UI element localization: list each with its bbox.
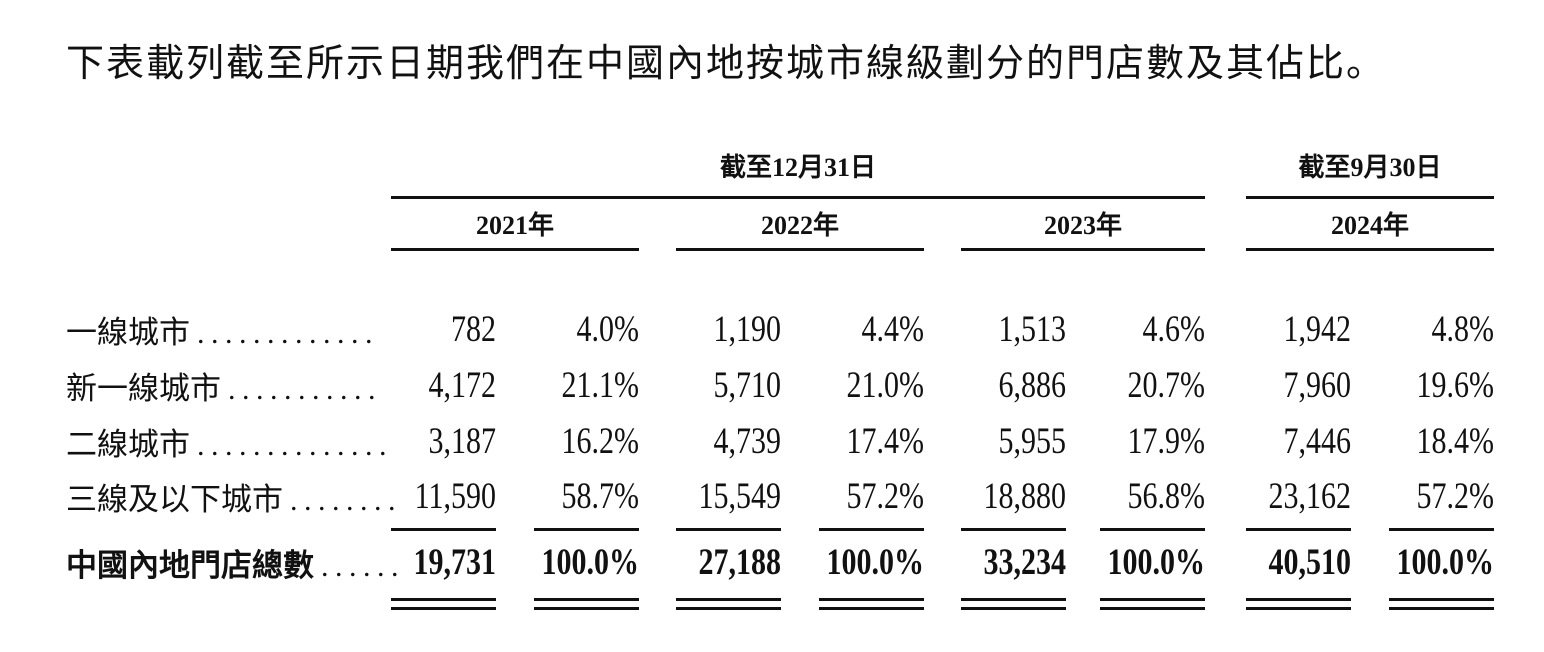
value-cell: 1,513 <box>998 309 1067 350</box>
total-double-rule <box>819 598 924 610</box>
total-double-rule <box>1246 598 1351 610</box>
dot-leader: ........ <box>290 484 402 517</box>
value-cell: 4.8% <box>1431 309 1495 350</box>
total-double-rule <box>534 598 639 610</box>
subtotal-rule <box>676 528 781 531</box>
subtotal-rule <box>1246 528 1351 531</box>
row-label-text: 中國內地門店總數 <box>66 548 314 583</box>
dot-leader: ........... <box>228 373 382 406</box>
value-cell: 4.0% <box>576 309 640 350</box>
rule-under-year-2021 <box>391 248 639 251</box>
rule-under-dec31 <box>391 196 1205 199</box>
value-cell: 57.2% <box>1416 476 1495 517</box>
rule-under-year-2024 <box>1246 248 1494 251</box>
value-cell: 6,886 <box>998 365 1067 406</box>
year-header-2022: 2022年 <box>760 211 839 240</box>
row-label-text: 二線城市 <box>66 427 190 462</box>
subtotal-rule <box>1389 528 1494 531</box>
value-cell: 21.1% <box>561 365 640 406</box>
total-value-cell: 100.0% <box>1396 542 1495 583</box>
total-value-cell: 27,188 <box>698 542 782 583</box>
total-double-rule <box>676 598 781 610</box>
col-group-header-sep30: 截至9月30日 <box>1298 153 1442 182</box>
value-cell: 16.2% <box>561 421 640 462</box>
total-double-rule <box>961 598 1066 610</box>
value-cell: 23,162 <box>1268 476 1352 517</box>
total-double-rule <box>391 598 496 610</box>
value-cell: 5,955 <box>998 421 1067 462</box>
rule-under-year-2022 <box>676 248 924 251</box>
row-label-text: 一線城市 <box>66 315 190 350</box>
value-cell: 3,187 <box>428 421 497 462</box>
year-header-2021: 2021年 <box>475 211 554 240</box>
total-value-cell: 33,234 <box>983 542 1067 583</box>
row-label-tier1: 一線城市............. <box>66 316 406 351</box>
total-value-cell: 100.0% <box>826 542 925 583</box>
row-label-tier3-below: 三線及以下城市........ <box>66 483 406 518</box>
value-cell: 4.4% <box>861 309 925 350</box>
subtotal-rule <box>391 528 496 531</box>
subtotal-rule <box>961 528 1066 531</box>
year-header-2023: 2023年 <box>1043 211 1122 240</box>
value-cell: 1,942 <box>1283 309 1352 350</box>
row-label-tier2: 二線城市.............. <box>66 428 406 463</box>
value-cell: 18.4% <box>1416 421 1495 462</box>
subtotal-rule <box>1100 528 1205 531</box>
row-label-text: 三線及以下城市 <box>66 482 283 517</box>
value-cell: 4,172 <box>428 365 497 406</box>
row-label-text: 新一線城市 <box>66 371 221 406</box>
value-cell: 17.9% <box>1127 421 1206 462</box>
total-double-rule <box>1389 598 1494 610</box>
col-group-header-dec31: 截至12月31日 <box>719 153 876 182</box>
dot-leader: .............. <box>197 429 393 462</box>
rule-under-year-2023 <box>961 248 1205 251</box>
total-value-cell: 100.0% <box>1107 542 1206 583</box>
row-label-total: 中國內地門店總數...... <box>66 549 406 584</box>
value-cell: 21.0% <box>846 365 925 406</box>
value-cell: 7,960 <box>1283 365 1352 406</box>
value-cell: 58.7% <box>561 476 640 517</box>
dot-leader: ............. <box>197 317 379 350</box>
value-cell: 20.7% <box>1127 365 1206 406</box>
value-cell: 57.2% <box>846 476 925 517</box>
value-cell: 18,880 <box>983 476 1067 517</box>
value-cell: 7,446 <box>1283 421 1352 462</box>
value-cell: 5,710 <box>713 365 782 406</box>
total-value-cell: 19,731 <box>413 542 497 583</box>
value-cell: 4.6% <box>1142 309 1206 350</box>
value-cell: 15,549 <box>698 476 782 517</box>
value-cell: 11,590 <box>414 476 496 517</box>
intro-text: 下表載列截至所示日期我們在中國內地按城市線級劃分的門店數及其佔比。 <box>66 43 1387 85</box>
value-cell: 17.4% <box>846 421 925 462</box>
value-cell: 1,190 <box>713 309 782 350</box>
total-value-cell: 40,510 <box>1268 542 1352 583</box>
total-double-rule <box>1100 598 1205 610</box>
dot-leader: ...... <box>321 550 405 583</box>
total-value-cell: 100.0% <box>541 542 640 583</box>
subtotal-rule <box>819 528 924 531</box>
value-cell: 782 <box>451 309 496 350</box>
rule-under-sep30 <box>1246 196 1494 199</box>
value-cell: 4,739 <box>713 421 782 462</box>
subtotal-rule <box>534 528 639 531</box>
row-label-new-tier1: 新一線城市........... <box>66 372 406 407</box>
value-cell: 19.6% <box>1416 365 1495 406</box>
value-cell: 56.8% <box>1127 476 1206 517</box>
year-header-2024: 2024年 <box>1330 211 1409 240</box>
